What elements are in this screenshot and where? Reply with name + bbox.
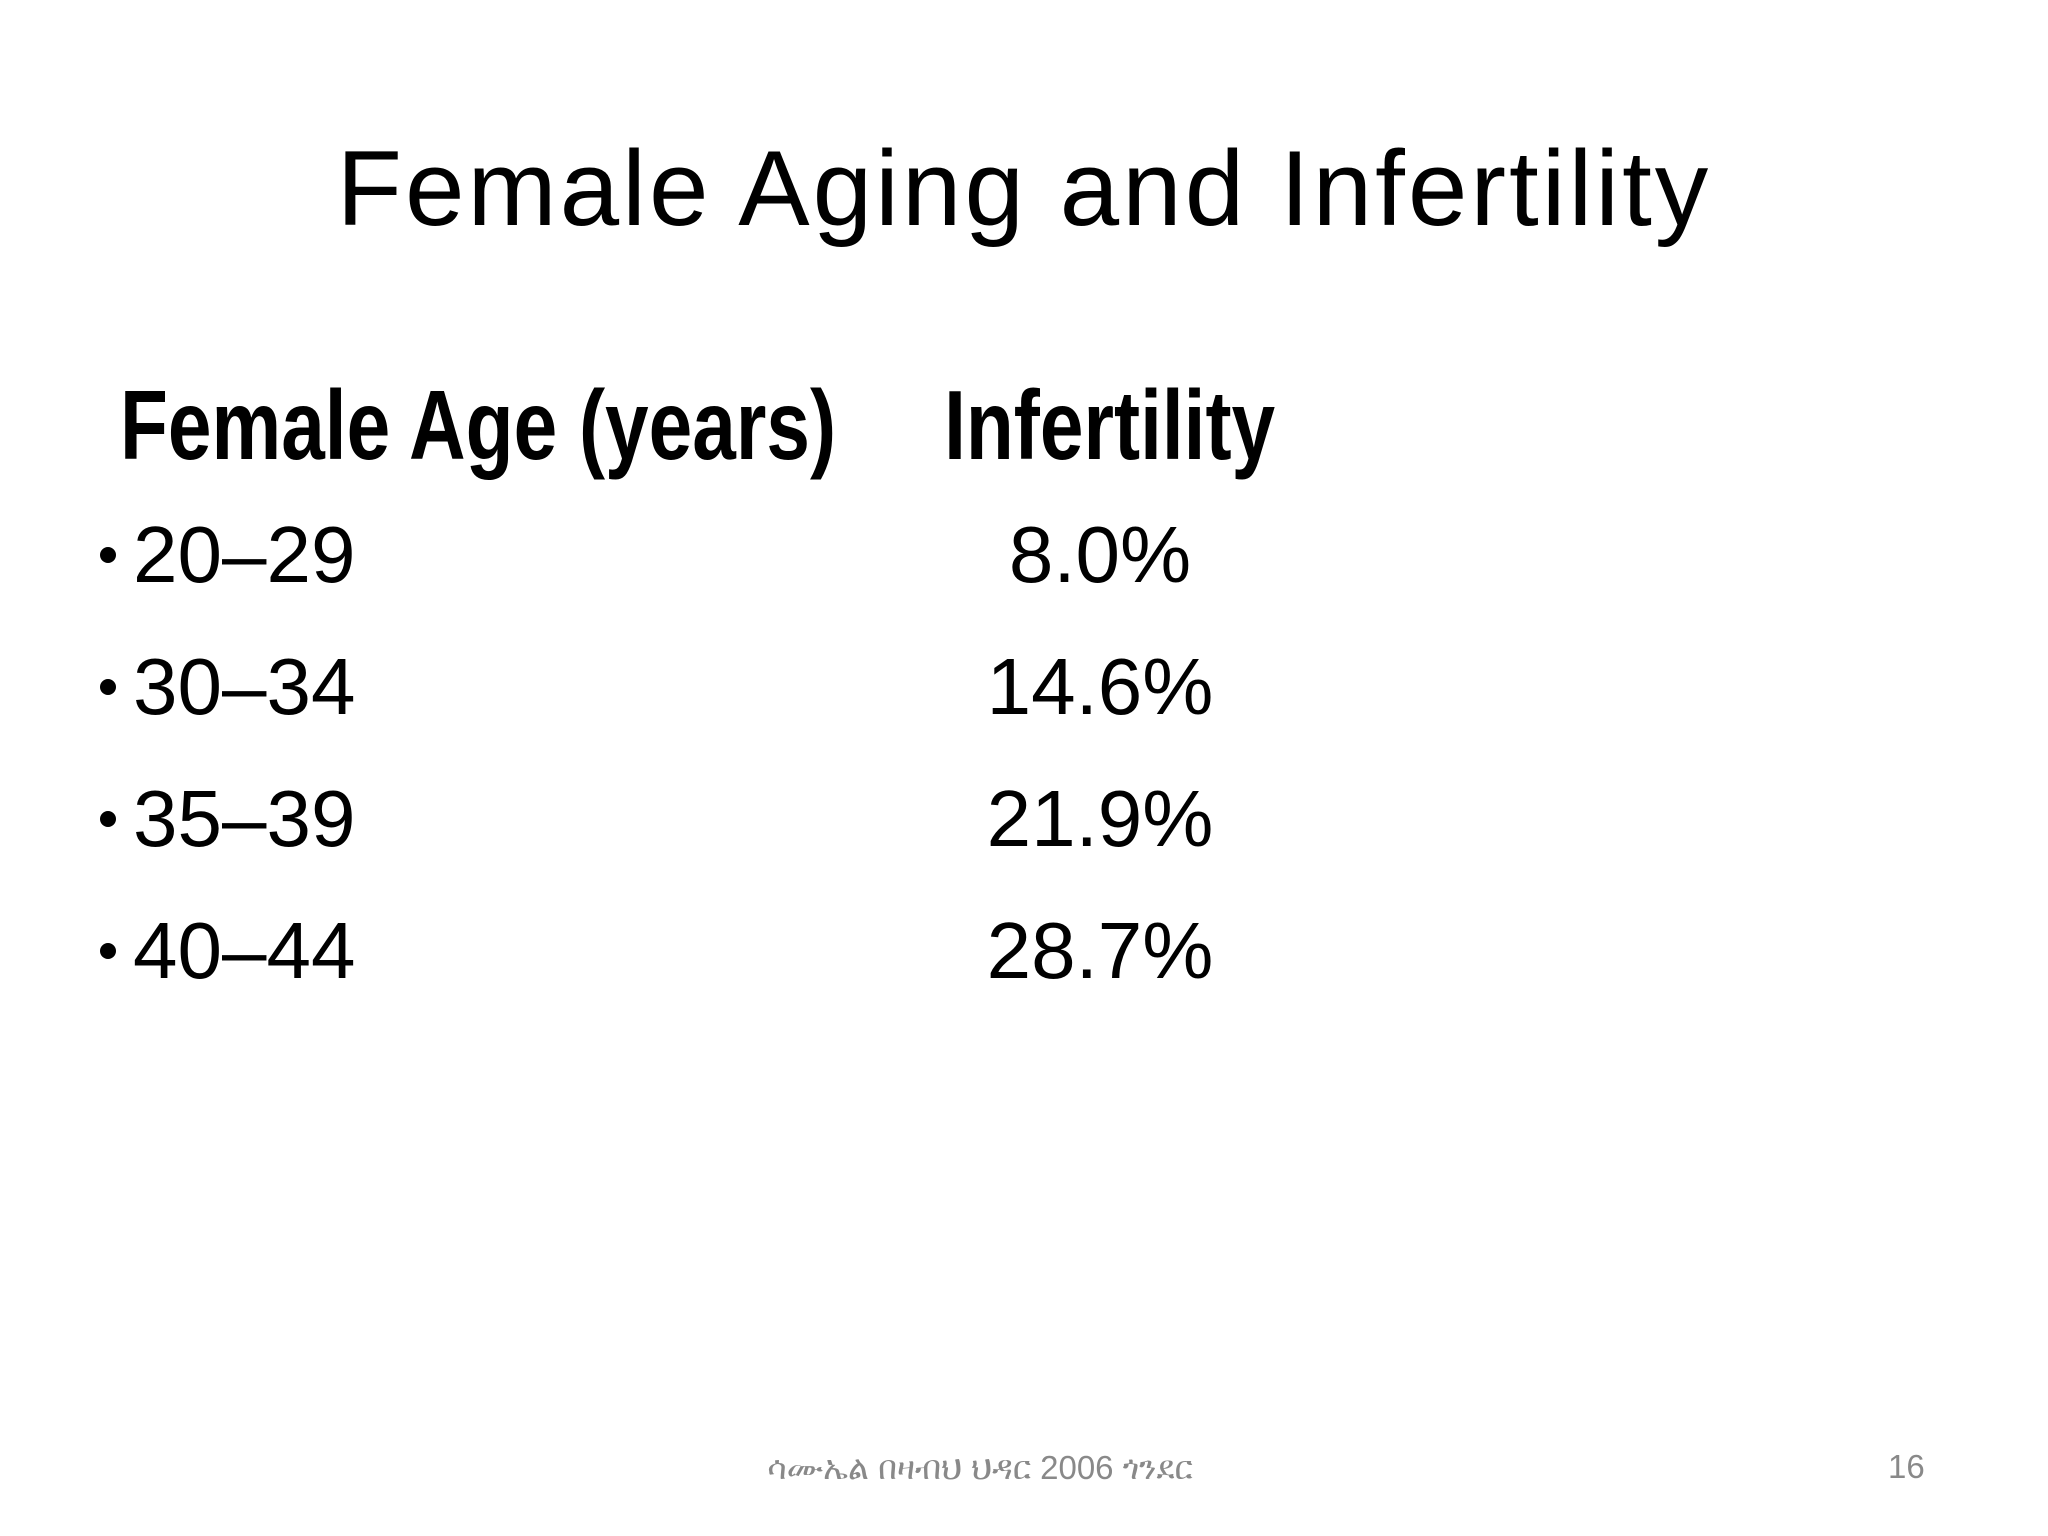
bullet-icon [100, 679, 116, 695]
table-body: 20–29 8.0% 30–34 14.6% 35–39 21.9% 40–44… [100, 489, 2048, 1017]
infertility-value: 14.6% [986, 642, 1214, 731]
infertility-value: 28.7% [986, 906, 1214, 995]
table-row: 40–44 28.7% [100, 885, 2048, 1017]
column-header-age: Female Age (years) [120, 370, 837, 480]
footer-credit: ሳሙኤል በዛብህ ህዳር 2006 ጎንደር [767, 1449, 1193, 1486]
bullet-icon [100, 943, 116, 959]
table-header: Female Age (years) Infertility [120, 376, 1275, 474]
column-header-infertility: Infertility [944, 370, 1276, 480]
table-row: 20–29 8.0% [100, 489, 2048, 621]
page-number: 16 [1888, 1448, 1925, 1485]
bullet-icon [100, 547, 116, 563]
slide-title: Female Aging and Infertility [336, 128, 1712, 248]
infertility-value: 8.0% [1008, 510, 1192, 599]
infertility-value: 21.9% [986, 774, 1214, 863]
age-range: 40–44 [133, 906, 356, 995]
bullet-icon [100, 811, 116, 827]
age-range: 30–34 [133, 642, 356, 731]
age-range: 35–39 [133, 774, 356, 863]
table-row: 30–34 14.6% [100, 621, 2048, 753]
age-range: 20–29 [133, 510, 356, 599]
table-row: 35–39 21.9% [100, 753, 2048, 885]
